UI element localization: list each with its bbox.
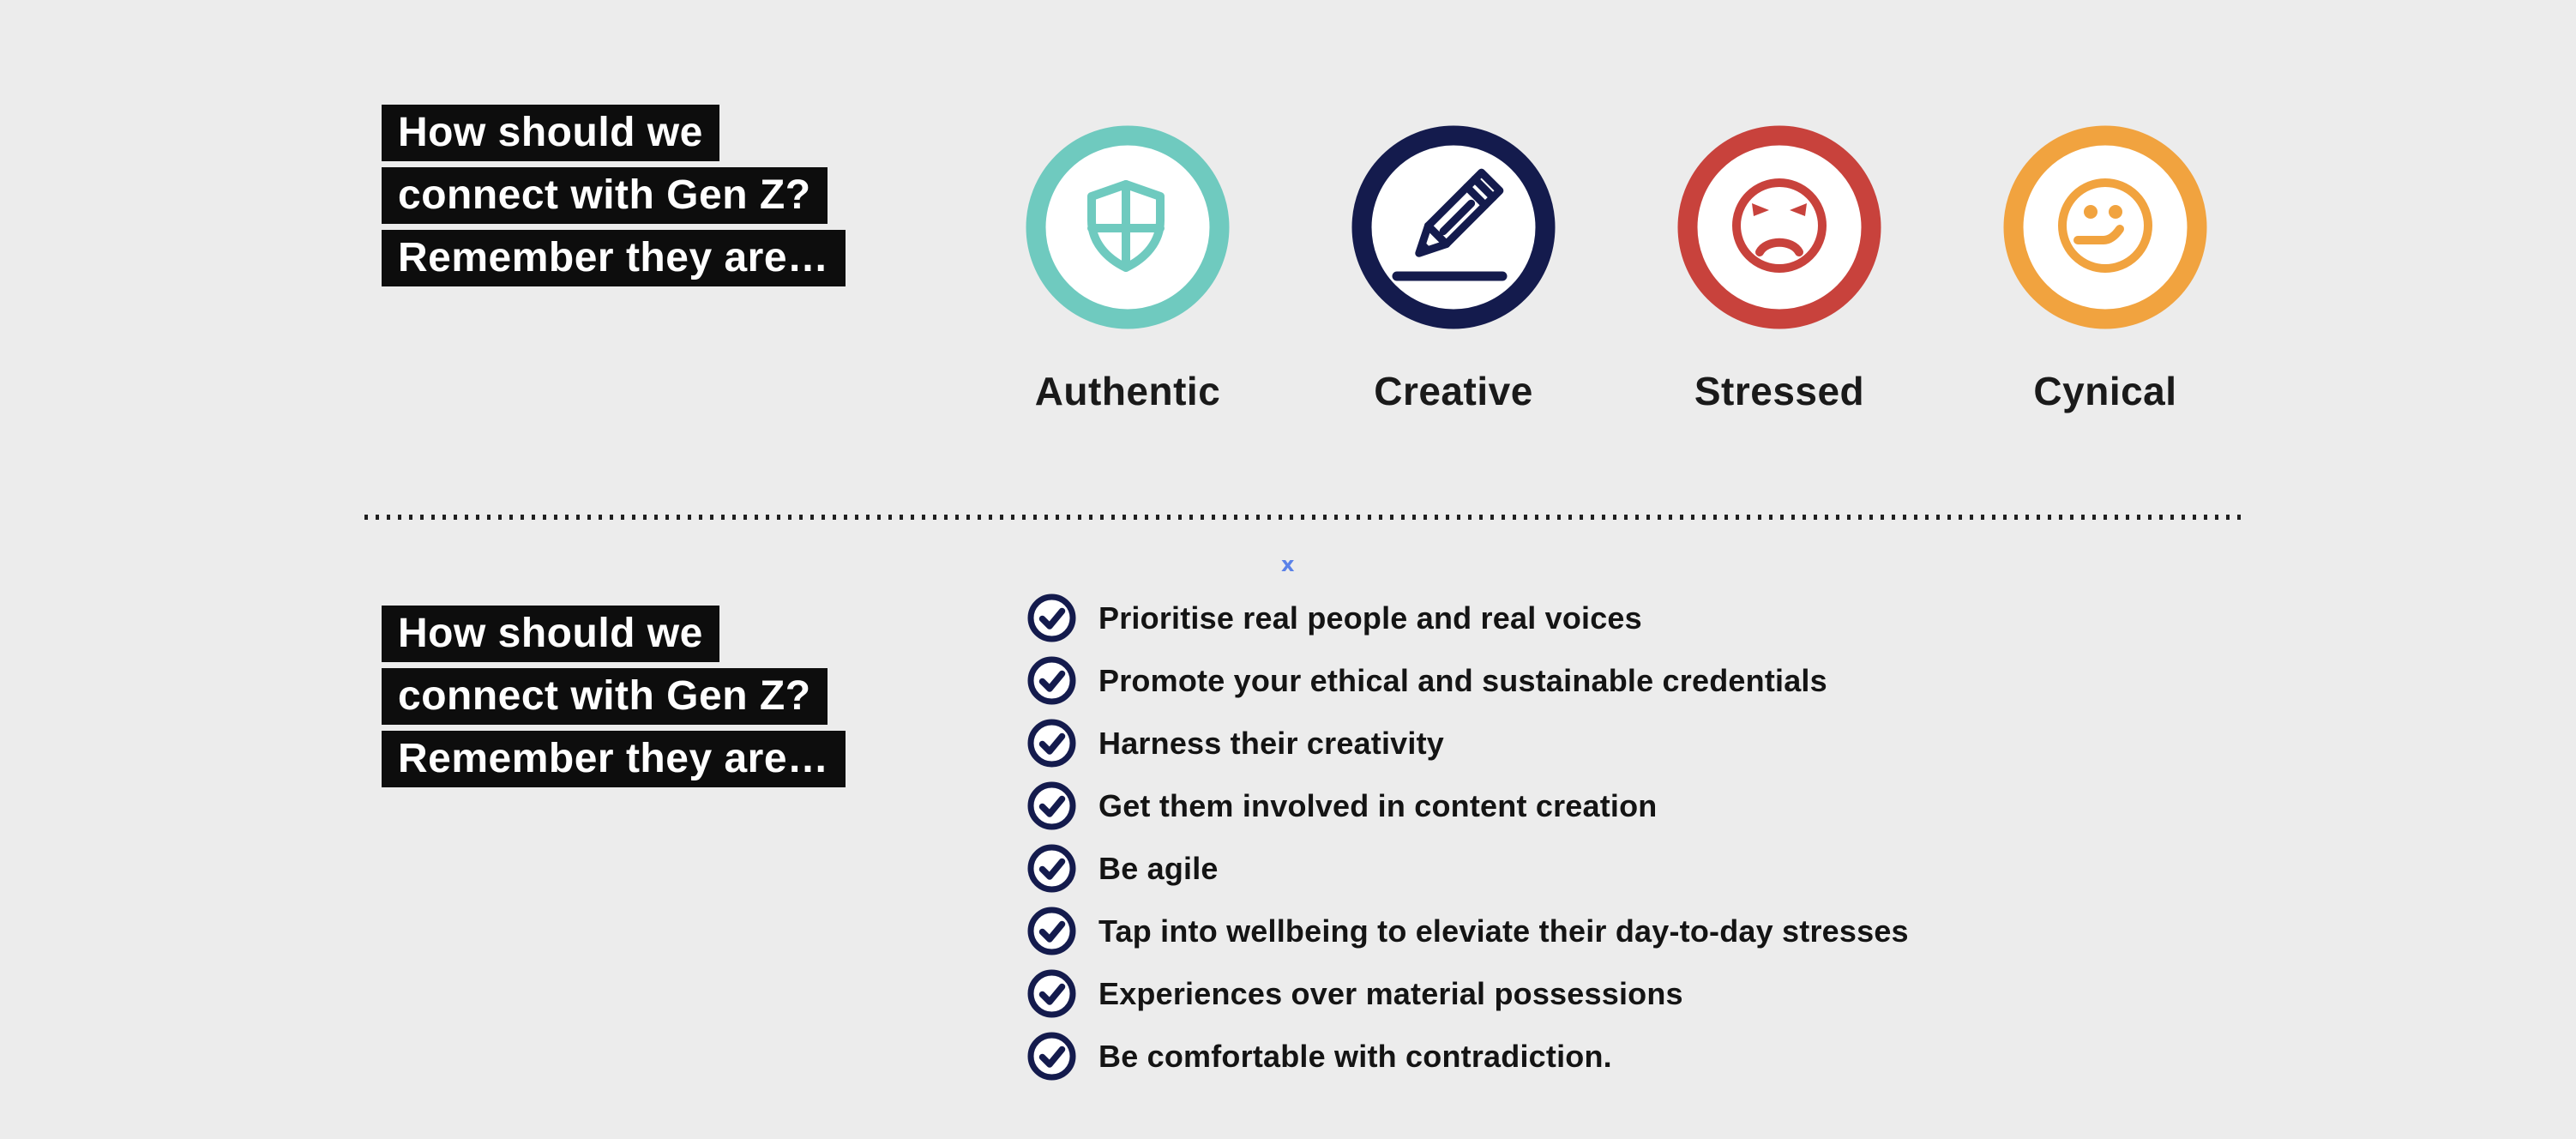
list-item: Prioritise real people and real voices xyxy=(1027,594,1909,642)
list-item-text: Tap into wellbeing to eleviate their day… xyxy=(1098,913,1909,949)
check-circle-icon xyxy=(1027,781,1076,830)
stray-x-mark: x xyxy=(1281,552,1295,576)
list-item: Tap into wellbeing to eleviate their day… xyxy=(1027,907,1909,955)
list-item: Experiences over material possessions xyxy=(1027,969,1909,1018)
check-circle-icon xyxy=(1027,844,1076,893)
check-circle-icon xyxy=(1027,907,1076,955)
trait-label: Authentic xyxy=(1034,369,1221,413)
headline-line: How should we xyxy=(382,606,719,662)
list-item-text: Get them involved in content creation xyxy=(1098,787,1658,823)
smirk-face-icon xyxy=(2003,125,2207,329)
trait-label: Cynical xyxy=(2033,369,2177,413)
list-item-text: Prioritise real people and real voices xyxy=(1098,600,1642,636)
list-item: Get them involved in content creation xyxy=(1027,781,1909,830)
headline-line: connect with Gen Z? xyxy=(382,668,828,725)
trait-authentic: Authentic xyxy=(982,124,1273,414)
headline-line: How should we xyxy=(382,105,719,161)
checklist: Prioritise real people and real voices P… xyxy=(1027,594,1909,1094)
trait-creative: Creative xyxy=(1308,124,1599,414)
list-item-text: Experiences over material possessions xyxy=(1098,975,1683,1011)
check-circle-icon xyxy=(1027,719,1076,768)
headline-bottom: How should we connect with Gen Z? Rememb… xyxy=(382,606,846,793)
check-circle-icon xyxy=(1027,1032,1076,1081)
list-item-text: Promote your ethical and sustainable cre… xyxy=(1098,662,1827,698)
trait-label: Stressed xyxy=(1694,369,1865,413)
angry-face-icon xyxy=(1677,125,1881,329)
list-item-text: Be comfortable with contradiction. xyxy=(1098,1038,1612,1074)
shield-icon xyxy=(1026,125,1230,329)
headline-line: Remember they are… xyxy=(382,731,846,787)
check-circle-icon xyxy=(1027,969,1076,1018)
list-item: Harness their creativity xyxy=(1027,719,1909,768)
trait-stressed: Stressed xyxy=(1634,124,1925,414)
headline-line: connect with Gen Z? xyxy=(382,167,828,224)
list-item-text: Harness their creativity xyxy=(1098,725,1444,761)
pencil-icon xyxy=(1351,125,1556,329)
headline-line: Remember they are… xyxy=(382,230,846,286)
list-item: Promote your ethical and sustainable cre… xyxy=(1027,656,1909,705)
list-item-text: Be agile xyxy=(1098,850,1219,886)
list-item: Be agile xyxy=(1027,844,1909,893)
check-circle-icon xyxy=(1027,594,1076,642)
headline-top: How should we connect with Gen Z? Rememb… xyxy=(382,105,846,292)
check-circle-icon xyxy=(1027,656,1076,705)
dotted-divider xyxy=(364,515,2241,520)
trait-cynical: Cynical xyxy=(1959,124,2251,414)
list-item: Be comfortable with contradiction. xyxy=(1027,1032,1909,1081)
trait-label: Creative xyxy=(1374,369,1533,413)
